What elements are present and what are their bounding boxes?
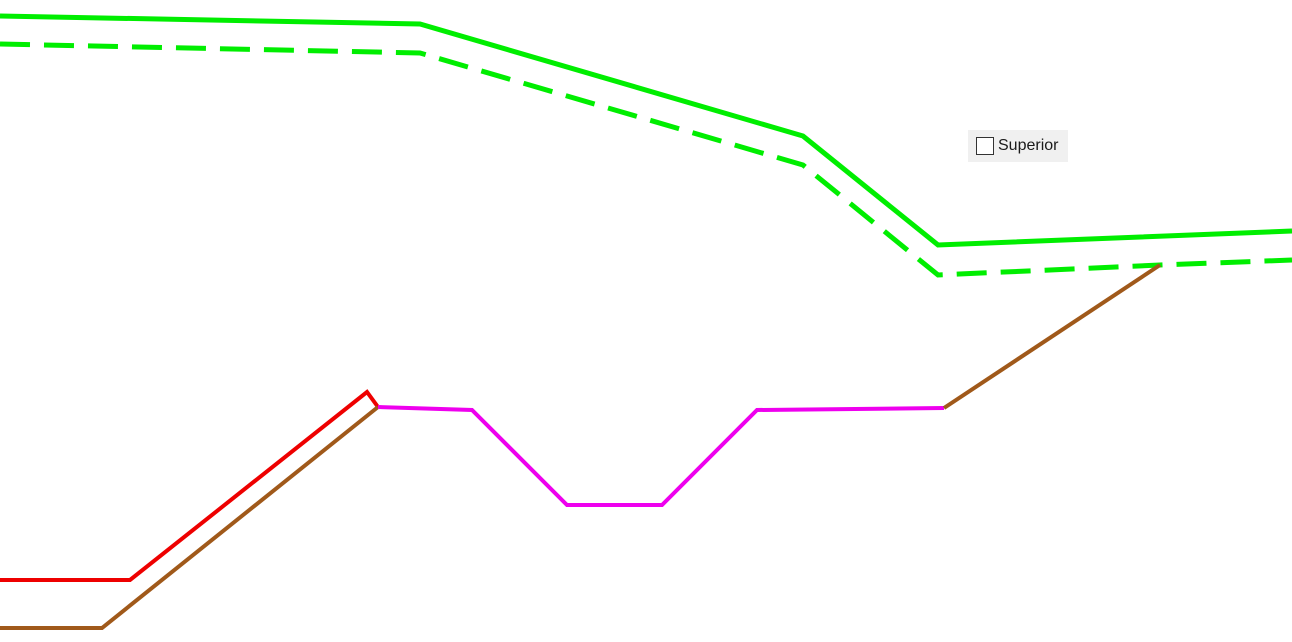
existing-ground-left-line [0, 405, 380, 630]
existing-ground-right-line [942, 263, 1162, 410]
channel-section-line [377, 405, 945, 507]
design-left-slope-line [0, 389, 380, 582]
upper-surface-dashed-line [0, 41, 1292, 278]
checkbox-square-icon[interactable] [976, 137, 994, 155]
upper-surface-solid-line [0, 13, 1292, 248]
superior-checkbox[interactable]: Superior [968, 130, 1068, 162]
superior-checkbox-label: Superior [998, 137, 1059, 154]
